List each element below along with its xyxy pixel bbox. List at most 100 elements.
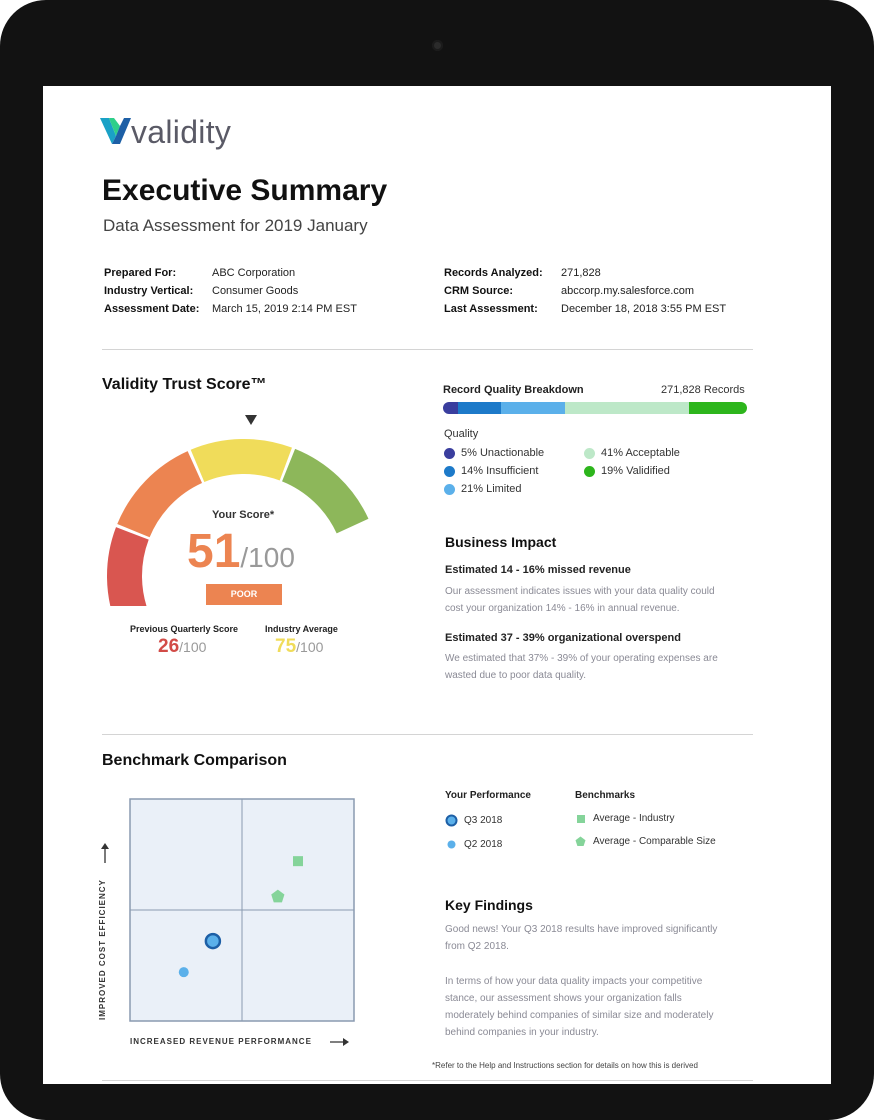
meta-value-industry: Consumer Goods [212, 285, 299, 297]
legend-validified: 19% Validified [584, 465, 670, 477]
square-marker-icon [577, 815, 585, 823]
benchmark-quadrant-chart [129, 798, 355, 1022]
y-axis-label: IMPROVED COST EFFICIENCY [98, 879, 107, 1020]
legend-label-industry: Average - Industry [593, 813, 675, 824]
benchmarks-label: Benchmarks [575, 790, 636, 801]
point-q2-2018 [178, 967, 189, 978]
impact-text-overspend-2: wasted due to poor data quality. [445, 670, 587, 681]
meta-value-prepared-for: ABC Corporation [212, 267, 296, 279]
legend-acceptable: 41% Acceptable [584, 447, 680, 459]
industry-average: 75 /100 [275, 636, 323, 658]
key-findings-line: stance, our assessment shows your organi… [445, 993, 682, 1004]
score-max: /100 [240, 542, 295, 573]
quality-bar-segment [443, 402, 459, 414]
record-quality-count: 271,828 Records [661, 384, 745, 396]
legend-label-insufficient: 14% Insufficient [461, 465, 539, 477]
business-impact-title: Business Impact [445, 534, 557, 550]
gauge-segment [107, 527, 149, 606]
camera-icon [432, 40, 443, 51]
impact-heading-overspend: Estimated 37 - 39% organizational oversp… [445, 632, 681, 644]
legend-q3: Q3 2018 [445, 814, 502, 827]
trust-score-gauge [107, 415, 369, 606]
previous-score-value: 26 [158, 636, 180, 657]
previous-score-max: /100 [179, 639, 207, 655]
x-axis-label: INCREASED REVENUE PERFORMANCE [130, 1037, 312, 1046]
your-score-label: Your Score* [212, 509, 275, 521]
legend-label-unactionable: 5% Unactionable [461, 447, 545, 459]
meta-value-last-assessment: December 18, 2018 3:55 PM EST [561, 303, 727, 315]
previous-score: 26 /100 [158, 636, 206, 658]
quality-bar-segment [458, 402, 501, 414]
point-avg-industry [293, 856, 303, 867]
x-axis-arrow-icon [330, 1038, 349, 1046]
legend-dot-insufficient [444, 465, 455, 477]
impact-heading-revenue: Estimated 14 - 16% missed revenue [445, 564, 631, 576]
footnote: *Refer to the Help and Instructions sect… [432, 1061, 698, 1070]
brand-name: validity [131, 114, 232, 150]
legend-comparable: Average - Comparable Size [574, 835, 716, 848]
legend-dot-unactionable [444, 447, 455, 459]
meta-label-assessment-date: Assessment Date: [104, 303, 200, 315]
pentagon-marker-icon [575, 836, 586, 846]
divider [102, 734, 753, 735]
legend-q2: Q2 2018 [445, 838, 502, 851]
industry-average-label: Industry Average [265, 624, 338, 634]
legend-label-q2: Q2 2018 [464, 839, 503, 850]
legend-unactionable: 5% Unactionable [444, 447, 544, 459]
quality-bar-segment [500, 402, 565, 414]
key-findings-line: In terms of how your data quality impact… [445, 976, 703, 987]
legend-industry: Average - Industry [574, 812, 675, 825]
legend-dot-validified [584, 465, 595, 477]
legend-label-validified: 19% Validified [601, 465, 670, 477]
impact-text-revenue-1: Our assessment indicates issues with you… [445, 586, 715, 597]
legend-dot-limited [444, 483, 455, 495]
record-quality-title: Record Quality Breakdown [443, 384, 584, 396]
validity-logo-icon [100, 118, 131, 144]
key-findings-line: Good news! Your Q3 2018 results have imp… [445, 924, 718, 935]
legend-insufficient: 14% Insufficient [444, 465, 538, 477]
quality-bar-segment [689, 402, 747, 414]
impact-text-overspend-1: We estimated that 37% - 39% of your oper… [445, 653, 718, 664]
legend-label-q3: Q3 2018 [464, 815, 503, 826]
quality-bar-segment [564, 402, 690, 414]
rating-badge: POOR [206, 584, 282, 605]
legend-label-comparable: Average - Comparable Size [593, 836, 716, 847]
meta-label-crm-source: CRM Source: [444, 285, 514, 297]
meta-label-prepared-for: Prepared For: [104, 267, 177, 279]
page-subtitle: Data Assessment for 2019 January [103, 216, 368, 235]
benchmark-title: Benchmark Comparison [102, 752, 287, 769]
legend-label-acceptable: 41% Acceptable [601, 447, 680, 459]
q2-marker-icon [447, 840, 456, 849]
legend-dot-acceptable [584, 447, 595, 459]
quality-bar [443, 402, 747, 414]
key-findings-title: Key Findings [445, 897, 533, 913]
legend-limited: 21% Limited [444, 483, 522, 495]
gauge-pointer-icon [245, 415, 257, 425]
divider [102, 349, 753, 350]
meta-value-crm-source: abccorp.my.salesforce.com [561, 285, 695, 297]
trust-score-title: Validity Trust Score™ [102, 376, 267, 393]
report-page: validity Executive Summary Data Assessme… [43, 86, 831, 1084]
previous-score-label: Previous Quarterly Score [130, 624, 239, 634]
your-performance-label: Your Performance [445, 790, 531, 801]
point-avg-comparable [271, 889, 285, 903]
meta-label-industry: Industry Vertical: [104, 285, 194, 297]
gauge-segment [190, 439, 292, 483]
key-findings-line: moderately behind companies of similar s… [445, 1010, 714, 1021]
score-display: 51 /100 [187, 524, 295, 579]
page-title: Executive Summary [102, 174, 388, 207]
point-q3-2018 [204, 932, 222, 950]
meta-label-records: Records Analyzed: [444, 267, 543, 279]
gauge-segment [117, 451, 203, 538]
meta-value-assessment-date: March 15, 2019 2:14 PM EST [212, 303, 357, 315]
legend-label-limited: 21% Limited [461, 483, 522, 495]
quality-label: Quality [444, 428, 479, 440]
industry-average-value: 75 [275, 636, 297, 657]
key-findings-line: from Q2 2018. [445, 941, 509, 952]
meta-value-records: 271,828 [561, 267, 601, 279]
q3-marker-icon [445, 814, 458, 827]
impact-text-revenue-2: cost your organization 14% - 16% in annu… [445, 603, 680, 614]
divider [102, 1080, 753, 1081]
meta-label-last-assessment: Last Assessment: [444, 303, 538, 315]
score-value: 51 [187, 525, 241, 578]
